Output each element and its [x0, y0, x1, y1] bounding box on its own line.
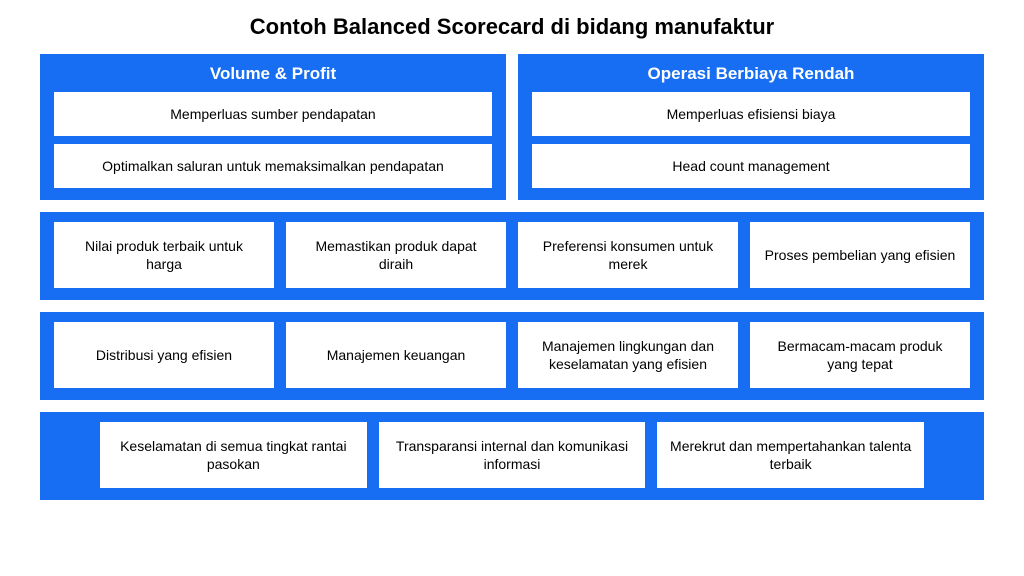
- card: Distribusi yang efisien: [54, 322, 274, 388]
- grid-row4: Keselamatan di semua tingkat rantai paso…: [100, 422, 924, 488]
- grid-row3: Distribusi yang efisien Manajemen keuang…: [54, 322, 970, 388]
- card: Transparansi internal dan komunikasi inf…: [379, 422, 646, 488]
- card: Bermacam-macam produk yang tepat: [750, 322, 970, 388]
- panel-row2: Nilai produk terbaik untuk harga Memasti…: [40, 212, 984, 300]
- card: Nilai produk terbaik untuk harga: [54, 222, 274, 288]
- panel-row3: Distribusi yang efisien Manajemen keuang…: [40, 312, 984, 400]
- card: Memperluas efisiensi biaya: [532, 92, 970, 136]
- card: Manajemen lingkungan dan keselamatan yan…: [518, 322, 738, 388]
- row-3: Distribusi yang efisien Manajemen keuang…: [40, 312, 984, 400]
- row-2: Nilai produk terbaik untuk harga Memasti…: [40, 212, 984, 300]
- card: Proses pembelian yang efisien: [750, 222, 970, 288]
- card: Memperluas sumber pendapatan: [54, 92, 492, 136]
- card: Manajemen keuangan: [286, 322, 506, 388]
- panel-operasi-rendah: Operasi Berbiaya Rendah Memperluas efisi…: [518, 54, 984, 200]
- card: Head count management: [532, 144, 970, 188]
- panel-right-stack: Memperluas efisiensi biaya Head count ma…: [532, 92, 970, 188]
- panel-row4: Keselamatan di semua tingkat rantai paso…: [40, 412, 984, 500]
- card: Optimalkan saluran untuk memaksimalkan p…: [54, 144, 492, 188]
- row-4: Keselamatan di semua tingkat rantai paso…: [40, 412, 984, 500]
- panel-header-left: Volume & Profit: [54, 64, 492, 84]
- card: Preferensi konsumen untuk merek: [518, 222, 738, 288]
- panel-header-right: Operasi Berbiaya Rendah: [532, 64, 970, 84]
- card: Merekrut dan mempertahankan talenta terb…: [657, 422, 924, 488]
- page-title: Contoh Balanced Scorecard di bidang manu…: [40, 14, 984, 40]
- card: Keselamatan di semua tingkat rantai paso…: [100, 422, 367, 488]
- panel-left-stack: Memperluas sumber pendapatan Optimalkan …: [54, 92, 492, 188]
- card: Memastikan produk dapat diraih: [286, 222, 506, 288]
- grid-row2: Nilai produk terbaik untuk harga Memasti…: [54, 222, 970, 288]
- row-top: Volume & Profit Memperluas sumber pendap…: [40, 54, 984, 200]
- panel-volume-profit: Volume & Profit Memperluas sumber pendap…: [40, 54, 506, 200]
